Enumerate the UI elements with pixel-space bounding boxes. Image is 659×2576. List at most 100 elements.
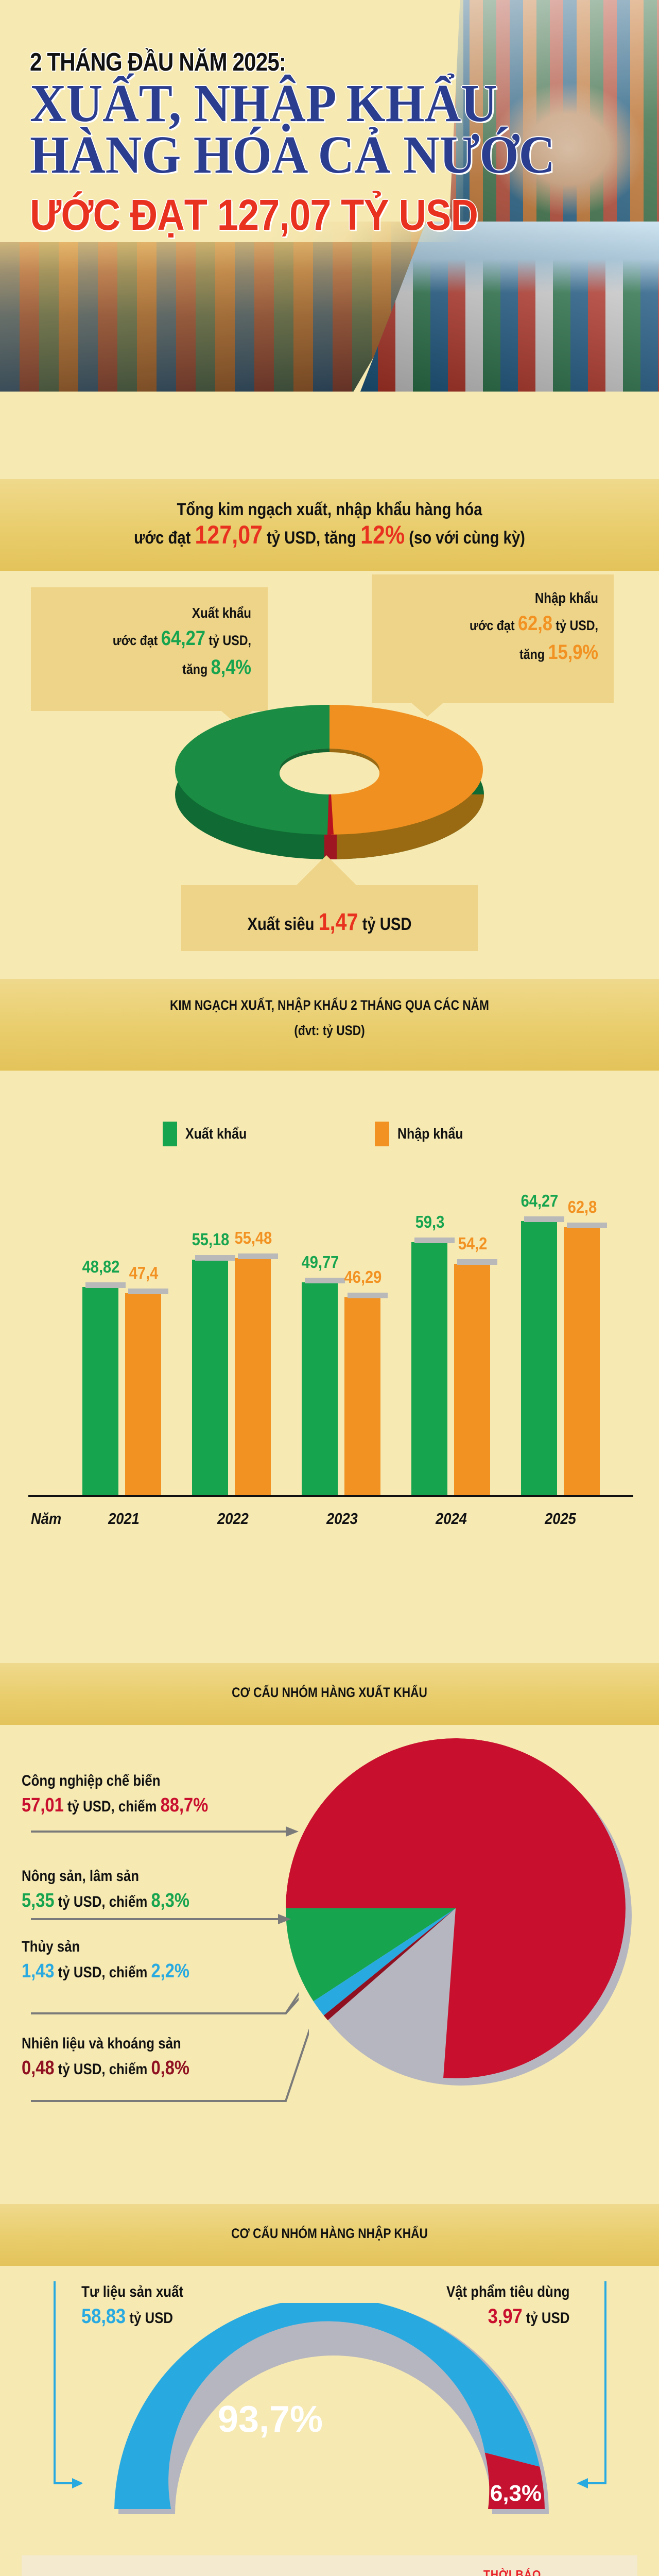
export-pie-industry-amount: 57,01: [22, 1794, 64, 1816]
import-callout-value-line: ước đạt 62,8 tỷ USD,: [415, 612, 598, 635]
legend-label-export: Xuất khẩu: [185, 1125, 247, 1142]
surplus-label: Xuất siêu: [247, 914, 319, 934]
summary-band: Tổng kim ngạch xuất, nhập khẩu hàng hóa …: [0, 479, 659, 571]
bar-export-2021: 48,82: [82, 1257, 126, 1495]
import-callout-growth-prefix: tăng: [519, 647, 548, 662]
hero-title-line-2: HÀNG HÓA CẢ NƯỚC: [30, 125, 556, 185]
export-pie-label-seafood-value: 1,43 tỷ USD, chiếm 2,2%: [22, 1960, 270, 1982]
import-arc-consumer: [484, 2452, 545, 2509]
export-pie-label-fuel: Nhiên liệu và khoáng sản 0,48 tỷ USD, ch…: [22, 2035, 331, 2079]
import-label-consumer-name: Vật phẩm tiêu dùng: [446, 2283, 570, 2300]
axis-tick-2022: 2022: [217, 1510, 249, 1528]
bar-export-2023: 49,77: [302, 1252, 345, 1495]
hero-title-line-1: XUẤT, NHẬP KHẨU: [30, 74, 497, 133]
import-production-amount: 58,83: [81, 2305, 126, 2328]
bar-chart-subtitle: (đvt: tỷ USD): [294, 1023, 365, 1038]
bar-export-2025: 64,27: [521, 1191, 564, 1495]
import-production-unit: tỷ USD: [126, 2310, 173, 2327]
export-callout-growth-prefix: tăng: [182, 662, 211, 677]
export-leader-line-agriculture: [31, 1914, 291, 1924]
bar-value-export-2024: 59,3: [415, 1212, 445, 1231]
export-pie-industry-mid: tỷ USD, chiếm: [63, 1798, 161, 1815]
summary-suffix: (so với cùng kỳ): [405, 528, 525, 548]
export-callout-box: Xuất khẩu ước đạt 64,27 tỷ USD, tăng 8,4…: [31, 587, 268, 711]
export-callout-growth-line: tăng 8,4%: [73, 656, 251, 679]
summary-prefix: ước đạt: [134, 528, 195, 548]
surplus-text: Xuất siêu 1,47 tỷ USD: [202, 885, 457, 936]
bar-chart-plot: 48,82 47,4 55,18 55,48 49,77 46,29: [0, 1180, 659, 1530]
pie-slice-seafood: [311, 1908, 456, 2018]
hero-text-block: 2 THÁNG ĐẦU NĂM 2025: XUẤT, NHẬP KHẨU HÀ…: [30, 48, 556, 240]
export-pie-seafood-pct: 2,2%: [151, 1960, 189, 1982]
bar-cap-icon: [524, 1216, 564, 1222]
axis-tick-2024: 2024: [436, 1510, 467, 1528]
legend-label-import: Nhập khẩu: [397, 1125, 463, 1142]
export-pie-svg: [286, 1738, 626, 2078]
export-pie-fuel-amount: 0,48: [22, 2057, 55, 2079]
bar-cap-icon: [195, 1255, 235, 1261]
donut-svg: [175, 705, 484, 859]
bar-value-import-2024: 54,2: [458, 1234, 488, 1253]
hero-amount: ƯỚC ĐẠT 127,07 TỶ USD: [30, 191, 478, 240]
import-arc-production: [114, 2297, 540, 2509]
bar-chart-legend: Xuất khẩu Nhập khẩu: [0, 1121, 659, 1151]
export-callout-unit: tỷ USD,: [205, 633, 251, 648]
summary-line-2: ước đạt 127,07 tỷ USD, tăng 12% (so với …: [46, 522, 613, 548]
overview-donut-chart: [154, 705, 505, 859]
bar-cap-icon: [85, 1282, 126, 1288]
bar-import-2024: 54,2: [454, 1234, 497, 1495]
export-leader-line-seafood: [31, 1992, 299, 2014]
donut-top-face: [175, 705, 483, 835]
export-pie-fuel-mid: tỷ USD, chiếm: [54, 2061, 151, 2078]
surplus-unit: tỷ USD: [358, 914, 412, 934]
bar-value-import-2025: 62,8: [567, 1197, 597, 1216]
import-arc-svg: 93,7% 6,3%: [114, 2297, 549, 2514]
import-leader-right: [577, 2281, 606, 2488]
export-pie-label-agriculture-value: 5,35 tỷ USD, chiếm 8,3%: [22, 1890, 270, 1912]
bar-value-import-2023: 46,29: [344, 1267, 382, 1286]
export-pie-label-fuel-name: Nhiên liệu và khoáng sản: [22, 2035, 181, 2052]
logo-name: Tài chính: [392, 2575, 606, 2576]
export-callout-value: 64,27: [161, 627, 205, 650]
import-consumer-unit: tỷ USD: [522, 2310, 570, 2327]
import-label-production-value: 58,83 tỷ USD: [81, 2305, 183, 2328]
import-callout-growth-line: tăng 15,9%: [415, 641, 598, 664]
import-label-consumer: Vật phẩm tiêu dùng 3,97 tỷ USD: [426, 2283, 569, 2328]
export-structure-title: CƠ CẤU NHÓM HÀNG XUẤT KHẨU: [232, 1685, 427, 1700]
bar-value-import-2022: 55,48: [234, 1228, 272, 1247]
surplus-arrow: [297, 855, 356, 885]
publisher-logo: THỜI BÁO Tài chính CƠ QUAN CỦA BỘ TÀI CH…: [392, 2566, 614, 2576]
bar-chart-x-axis: [28, 1495, 633, 1497]
export-pie-label-fuel-value: 0,48 tỷ USD, chiếm 0,8%: [22, 2057, 287, 2079]
legend-item-import: Nhập khẩu: [375, 1122, 474, 1146]
summary-growth-pct: 12%: [360, 520, 405, 549]
footer-bar: Nguồn: Cục Thống kê Đồ họa: Văn Chung TH…: [22, 2555, 637, 2576]
import-structure-band: CƠ CẤU NHÓM HÀNG NHẬP KHẨU: [0, 2204, 659, 2266]
export-pie-agriculture-amount: 5,35: [22, 1890, 55, 1911]
legend-swatch-import-icon: [375, 1122, 389, 1146]
pie-slice-agriculture: [286, 1908, 456, 2003]
export-pie-label-industry-value: 57,01 tỷ USD, chiếm 88,7%: [22, 1794, 270, 1817]
bar-export-2022: 55,18: [192, 1230, 235, 1495]
export-callout-value-line: ước đạt 64,27 tỷ USD,: [73, 627, 251, 650]
surplus-box: Xuất siêu 1,47 tỷ USD: [181, 885, 478, 951]
import-label-production-name: Tư liệu sản xuất: [81, 2283, 184, 2300]
export-pie-industry-pct: 88,7%: [160, 1794, 209, 1816]
export-callout-prefix: ước đạt: [112, 633, 161, 648]
export-pie-chart: [286, 1738, 646, 2099]
export-leader-line-industry: [31, 1826, 299, 1837]
pie-slice-industry: [286, 1738, 626, 2078]
bar-export-2024: 59,3: [411, 1212, 455, 1495]
hero-kicker: 2 THÁNG ĐẦU NĂM 2025:: [30, 48, 286, 76]
export-pie-label-industry-name: Công nghiệp chế biến: [22, 1772, 161, 1789]
export-pie-seafood-amount: 1,43: [22, 1960, 55, 1982]
summary-line-1: Tổng kim ngạch xuất, nhập khẩu hàng hóa: [177, 500, 482, 519]
pie-slice-fuel-minerals: [321, 1908, 456, 2022]
bar-import-2022: 55,48: [235, 1228, 278, 1495]
axis-label-nam: Năm: [31, 1510, 62, 1528]
bar-cap-icon: [567, 1223, 607, 1228]
export-pie-fuel-pct: 0,8%: [151, 2057, 189, 2079]
summary-mid: tỷ USD, tăng: [263, 528, 361, 548]
import-callout-unit: tỷ USD,: [552, 618, 598, 633]
bar-cap-icon: [238, 1253, 278, 1259]
